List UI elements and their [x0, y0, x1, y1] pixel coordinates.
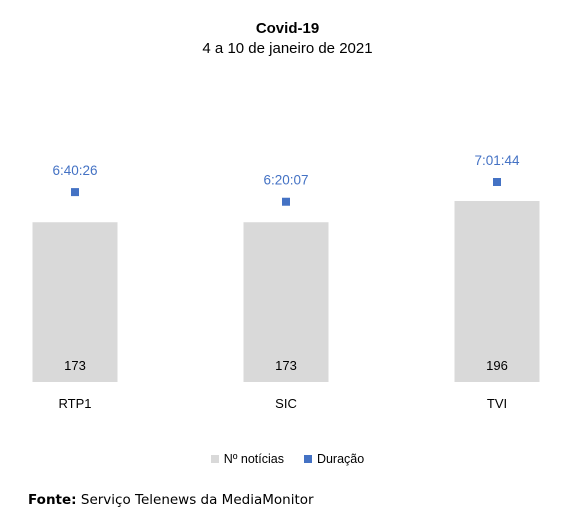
- duration-label-rtp1: 6:40:26: [52, 163, 97, 178]
- chart-subtitle: 4 a 10 de janeiro de 2021: [202, 40, 373, 57]
- bar-rtp1: [32, 222, 118, 382]
- duration-label-tvi: 7:01:44: [474, 153, 520, 168]
- legend-label-noticias: Nº notícias: [223, 452, 284, 466]
- legend-label-duracao: Duração: [316, 452, 365, 466]
- legend-swatch-duracao: [303, 455, 312, 463]
- legend-item-duracao: Duração: [303, 452, 365, 466]
- duration-marker-sic: [282, 197, 290, 206]
- bar-tvi: [454, 201, 540, 382]
- bar-value-label-sic: 173: [275, 358, 297, 373]
- bar-value-label-tvi: 196: [486, 358, 508, 373]
- source-text: Serviço Telenews da MediaMonitor: [76, 492, 314, 508]
- chart-plot: 173 RTP1 6:40:26 173 SIC 6:20:07 196 TVI 7:01:44: [32, 153, 540, 411]
- legend: Nº notícias Duração: [0, 452, 575, 466]
- category-label-sic: SIC: [275, 396, 297, 411]
- bar-value-label-rtp1: 173: [64, 358, 86, 373]
- bar-sic: [243, 222, 329, 382]
- legend-item-noticias: Nº notícias: [210, 452, 284, 466]
- category-label-rtp1: RTP1: [59, 396, 92, 411]
- category-label-tvi: TVI: [487, 396, 507, 411]
- duration-label-sic: 6:20:07: [263, 173, 308, 188]
- legend-swatch-noticias: [210, 455, 219, 463]
- source-note: Fonte: Serviço Telenews da MediaMonitor: [28, 492, 314, 508]
- duration-marker-rtp1: [71, 188, 79, 197]
- source-label: Fonte:: [28, 492, 77, 508]
- duration-marker-tvi: [493, 178, 501, 186]
- chart-title: Covid-19: [255, 20, 320, 37]
